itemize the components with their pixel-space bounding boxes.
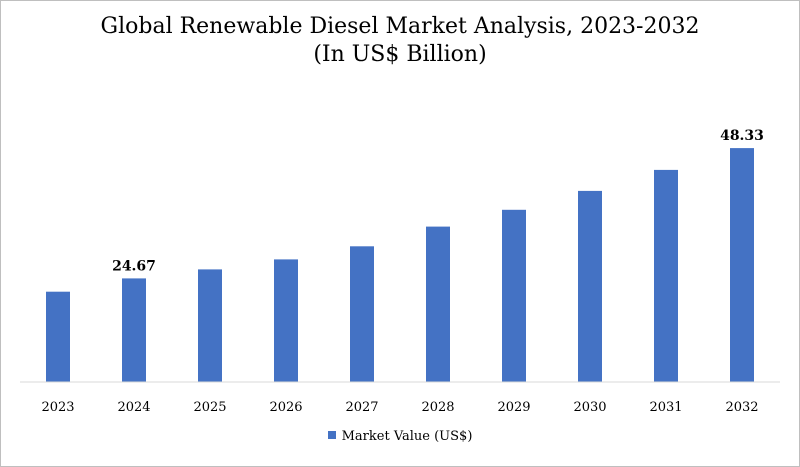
x-tick-label-2030: 2030: [573, 400, 606, 415]
data-labels: 24.67 48.33: [112, 128, 764, 274]
x-tick-label-2032: 2032: [725, 400, 758, 415]
chart-title: Global Renewable Diesel Market Analysis,…: [100, 14, 700, 39]
x-tick-labels: 2023 2024 2025 2026 2027 2028 2029 2030 2031 2032: [41, 400, 758, 415]
legend: Market Value (US$): [0, 429, 800, 444]
chart-subtitle: (In US$ Billion): [313, 42, 487, 67]
x-tick-label-2028: 2028: [421, 400, 454, 415]
legend-swatch: [327, 431, 336, 439]
bar-2031: [654, 169, 678, 382]
bar-2029: [502, 209, 526, 382]
x-tick-label-2026: 2026: [269, 400, 302, 415]
x-tick-label-2025: 2025: [193, 400, 226, 415]
bar-2032: [730, 148, 754, 382]
x-tick-label-2023: 2023: [41, 400, 74, 415]
legend-label: Market Value (US$): [341, 429, 473, 444]
data-label-2032: 48.33: [720, 128, 764, 144]
x-tick-label-2031: 2031: [649, 400, 682, 415]
bars-layer: [46, 148, 754, 382]
x-tick-label-2027: 2027: [345, 400, 378, 415]
x-tick-label-2024: 2024: [117, 400, 150, 415]
bar-2025: [198, 269, 222, 382]
bar-2027: [350, 246, 374, 382]
bar-2024: [122, 278, 146, 382]
bar-2023: [46, 291, 70, 382]
bar-2028: [426, 226, 450, 382]
bar-2026: [274, 259, 298, 382]
x-tick-label-2029: 2029: [497, 400, 530, 415]
data-label-2024: 24.67: [112, 258, 156, 274]
bar-2030: [578, 190, 602, 382]
